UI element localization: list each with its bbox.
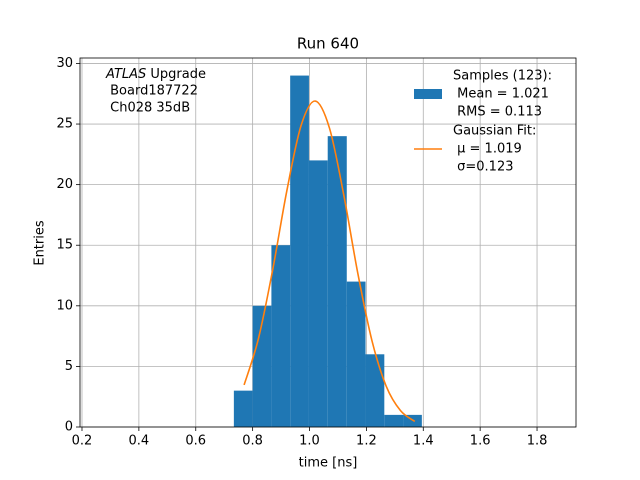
y-tick-label: 15 xyxy=(56,238,73,253)
histogram-bar xyxy=(384,414,404,427)
annotation: ATLAS Upgrade xyxy=(105,67,206,82)
annotation: Ch028 35dB xyxy=(106,101,190,116)
x-axis-label: time [ns] xyxy=(299,456,358,471)
y-tick-label: 30 xyxy=(56,56,73,71)
histogram-bar xyxy=(308,160,328,427)
legend-detail: Mean = 1.021 xyxy=(453,87,549,102)
annotation: Board187722 xyxy=(106,84,198,99)
legend-label: Samples (123): xyxy=(453,69,552,84)
histogram-bar xyxy=(252,305,272,427)
histogram-bar xyxy=(271,245,291,427)
x-tick-label: 0.6 xyxy=(185,434,206,449)
y-tick-label: 20 xyxy=(56,177,73,192)
fit-line xyxy=(243,100,416,423)
histogram-bar xyxy=(327,136,347,427)
x-tick-label: 1.6 xyxy=(470,434,491,449)
histogram-bar xyxy=(403,414,422,427)
legend-detail: σ=0.123 xyxy=(453,160,513,175)
legend-detail: RMS = 0.113 xyxy=(453,105,542,120)
chart-title: Run 640 xyxy=(297,35,359,53)
y-tick-label: 10 xyxy=(56,298,73,313)
axes-frame xyxy=(79,57,577,428)
x-tick-label: 0.4 xyxy=(129,434,150,449)
y-axis-label: Entries xyxy=(33,220,48,266)
annotation-part: ATLAS xyxy=(105,67,146,82)
legend-swatch xyxy=(414,89,442,99)
legend-detail: μ = 1.019 xyxy=(453,142,522,157)
histogram-bar xyxy=(365,354,385,427)
x-tick-label: 1.0 xyxy=(299,434,320,449)
histogram-bar xyxy=(290,75,309,428)
y-tick-label: 25 xyxy=(56,117,73,132)
y-tick-label: 0 xyxy=(65,420,73,435)
y-tick-label: 5 xyxy=(65,359,73,374)
x-tick-label: 0.8 xyxy=(242,434,263,449)
histogram-bar xyxy=(346,281,366,427)
x-tick-label: 1.2 xyxy=(356,434,377,449)
x-tick-label: 1.8 xyxy=(527,434,548,449)
annotation-part: Upgrade xyxy=(146,67,206,82)
x-tick-label: 0.2 xyxy=(72,434,93,449)
legend-label: Gaussian Fit: xyxy=(453,124,536,139)
x-tick-label: 1.4 xyxy=(413,434,434,449)
histogram-bar xyxy=(233,390,253,427)
